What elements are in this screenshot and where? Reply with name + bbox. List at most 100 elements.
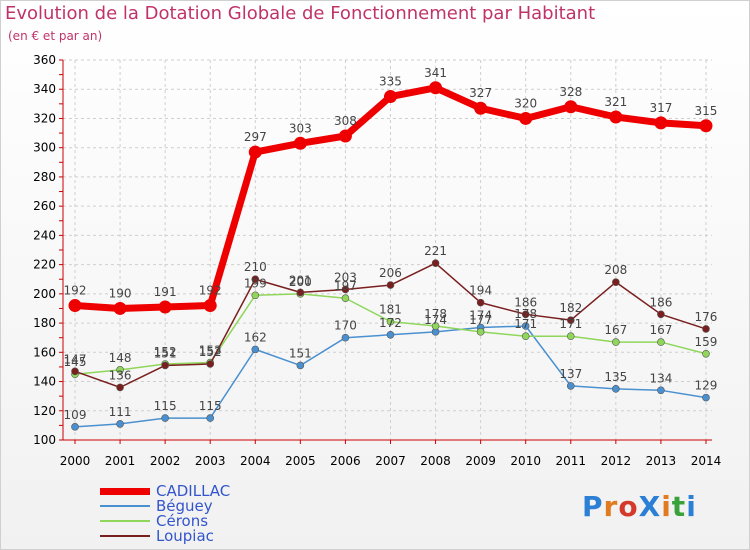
data-label-cadillac: 297	[244, 130, 267, 144]
legend-swatch-cerons	[100, 520, 150, 522]
x-tick-label: 2008	[420, 454, 451, 468]
data-label-beguey: 151	[289, 346, 312, 360]
data-label-loupiac: 206	[379, 266, 402, 280]
data-label-cerons: 153	[199, 344, 222, 358]
logo-letter: t	[671, 490, 687, 523]
data-label-cadillac: 341	[424, 66, 447, 80]
x-tick-label: 2010	[510, 454, 541, 468]
logo-letter: i	[661, 490, 672, 523]
data-point-loupiac	[71, 367, 79, 376]
data-point-cerons	[251, 291, 260, 300]
data-label-beguey: 135	[604, 370, 627, 384]
data-label-cerons: 197	[334, 279, 357, 293]
data-point-loupiac	[386, 281, 395, 289]
data-label-cadillac: 192	[199, 284, 222, 298]
data-label-cerons: 145	[64, 355, 87, 369]
data-label-loupiac: 176	[695, 310, 718, 324]
data-point-cadillac	[474, 101, 488, 115]
data-label-beguey: 129	[695, 379, 718, 393]
data-label-cerons: 167	[649, 323, 672, 337]
legend-label-cadillac: CADILLAC	[156, 482, 231, 500]
data-point-beguey	[612, 385, 620, 393]
y-tick-label: 120	[33, 404, 56, 418]
data-label-loupiac: 203	[334, 270, 357, 284]
data-point-beguey	[206, 414, 215, 422]
data-label-loupiac: 201	[289, 273, 312, 287]
data-point-beguey	[251, 345, 260, 354]
data-label-cerons: 148	[109, 351, 132, 365]
logo-letter: i	[686, 490, 697, 523]
data-point-cerons	[702, 349, 710, 358]
y-tick-label: 100	[33, 433, 56, 447]
data-point-loupiac	[296, 288, 305, 297]
data-point-beguey	[161, 414, 169, 422]
data-point-beguey	[702, 393, 710, 402]
data-label-cadillac: 327	[469, 86, 492, 100]
data-label-beguey: 178	[514, 307, 537, 321]
data-label-loupiac: 136	[109, 368, 132, 382]
x-tick-label: 2002	[150, 454, 181, 468]
data-point-cadillac	[293, 136, 307, 150]
grid-lines	[63, 59, 712, 441]
legend-swatch-loupiac	[100, 535, 150, 537]
data-point-loupiac	[431, 259, 440, 267]
data-label-cerons: 152	[154, 345, 177, 359]
x-tick-label: 2003	[195, 454, 226, 468]
legend-label-cerons: Cérons	[156, 512, 209, 530]
series-cadillac	[68, 81, 713, 315]
data-point-cadillac	[383, 90, 397, 104]
data-point-cadillac	[158, 300, 172, 314]
data-label-cadillac: 308	[334, 114, 357, 128]
chart-subtitle: (en € et par an)	[8, 29, 103, 43]
data-label-cadillac: 320	[514, 96, 537, 110]
data-label-beguey: 111	[109, 405, 132, 419]
x-tick-label: 2009	[465, 454, 496, 468]
x-tick-label: 2006	[330, 454, 361, 468]
data-point-cadillac	[519, 111, 533, 125]
data-point-cadillac	[564, 100, 578, 114]
data-point-beguey	[296, 361, 305, 370]
data-point-loupiac	[116, 383, 124, 392]
legend-swatch-cadillac	[100, 487, 150, 495]
data-point-loupiac	[161, 361, 169, 370]
data-label-beguey: 137	[559, 367, 582, 381]
data-point-cerons	[476, 328, 485, 336]
y-tick-label: 260	[33, 199, 56, 213]
data-label-cadillac: 190	[109, 286, 132, 300]
data-point-cerons	[386, 317, 395, 326]
x-tick-label: 2014	[691, 454, 722, 468]
y-tick-label: 340	[33, 82, 56, 96]
data-point-cadillac	[248, 145, 262, 159]
data-point-cerons	[612, 338, 620, 346]
x-tick-label: 2004	[240, 454, 271, 468]
x-tick-label: 2005	[285, 454, 316, 468]
data-label-loupiac: 182	[559, 301, 582, 315]
data-point-loupiac	[566, 316, 575, 324]
y-tick-label: 160	[33, 345, 56, 359]
data-label-loupiac: 151	[154, 346, 177, 360]
data-label-beguey: 162	[244, 330, 267, 344]
data-point-loupiac	[251, 275, 260, 284]
data-label-beguey: 115	[199, 399, 222, 413]
data-point-loupiac	[341, 285, 350, 294]
data-point-loupiac	[476, 298, 485, 307]
data-label-beguey: 115	[154, 399, 177, 413]
data-point-loupiac	[521, 310, 530, 319]
y-tick-label: 240	[33, 228, 56, 242]
y-tick-label: 180	[33, 316, 56, 330]
y-tick-label: 320	[33, 111, 56, 125]
data-label-loupiac: 210	[244, 260, 267, 274]
data-point-cerons	[566, 332, 575, 341]
data-point-loupiac	[702, 325, 710, 333]
data-point-cadillac	[113, 301, 127, 315]
legend-label-loupiac: Loupiac	[156, 527, 214, 545]
data-point-cerons	[431, 322, 440, 330]
x-tick-label: 2000	[60, 454, 91, 468]
data-label-loupiac: 147	[64, 352, 87, 366]
series-layer	[68, 81, 713, 431]
proxiti-logo: ProXiti	[582, 490, 697, 523]
y-tick-label: 200	[33, 287, 56, 301]
data-label-beguey: 109	[64, 408, 87, 422]
data-point-beguey	[71, 423, 79, 431]
